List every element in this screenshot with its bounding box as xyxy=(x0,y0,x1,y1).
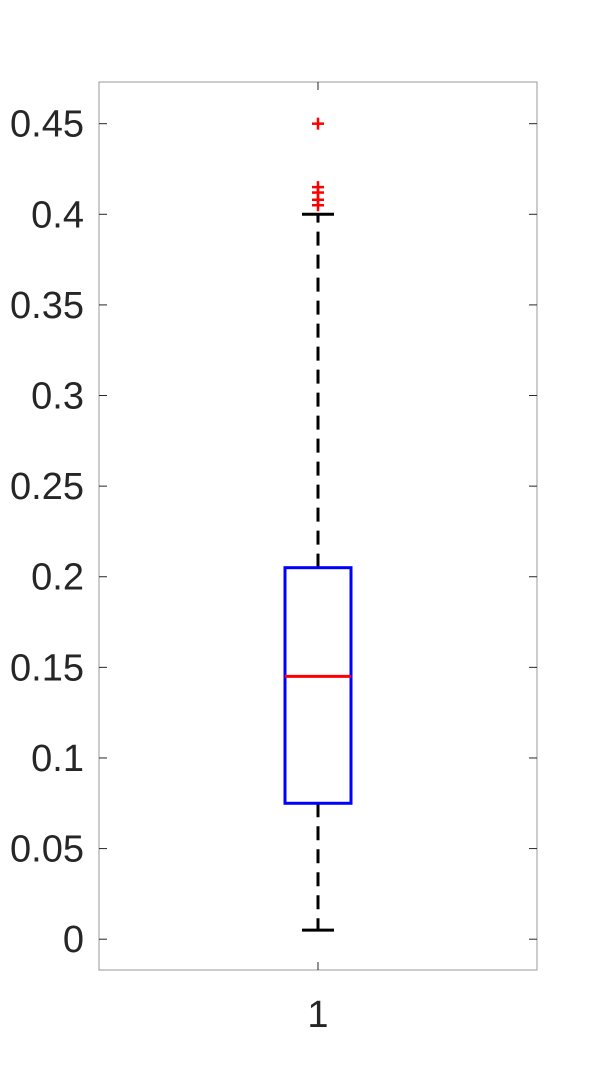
y-tick-label: 0 xyxy=(63,919,84,961)
y-tick-label: 0.15 xyxy=(10,647,84,689)
outlier-marker xyxy=(312,117,324,130)
box-series xyxy=(283,117,353,932)
y-tick-label: 0.35 xyxy=(10,285,84,327)
x-axis-ticks: 1 xyxy=(307,82,329,1036)
y-tick-label: 0.2 xyxy=(31,557,84,599)
y-tick-label: 0.45 xyxy=(10,104,84,146)
y-tick-label: 0.1 xyxy=(31,738,84,780)
box-group xyxy=(283,117,353,932)
x-tick-label: 1 xyxy=(307,994,328,1036)
y-tick-label: 0.05 xyxy=(10,829,84,871)
y-tick-label: 0.25 xyxy=(10,466,84,508)
y-tick-label: 0.4 xyxy=(31,194,84,236)
outlier-marker xyxy=(312,181,324,194)
iqr-box xyxy=(283,566,353,805)
y-tick-label: 0.3 xyxy=(31,376,84,418)
y-axis-ticks: 0 0.05 0.1 0.15 0.2 0.25 0.3 0.35 0.4 0.45 xyxy=(10,104,537,961)
